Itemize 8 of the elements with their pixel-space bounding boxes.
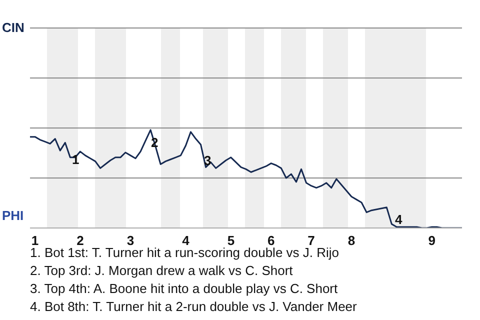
text: CIN xyxy=(2,20,24,35)
text: 2. Top 3rd: J. Morgan drew a walk vs C. Short xyxy=(30,262,294,280)
x-tick-label: 9 xyxy=(428,233,436,248)
annotation: 4 xyxy=(395,212,402,227)
text: PHI xyxy=(2,208,24,223)
text: 3. Top 4th: A. Boone hit into a double play vs C. Short xyxy=(30,280,339,298)
x-tick-label: 8 xyxy=(348,233,356,248)
text: 4. Bot 8th: T. Turner hit a 2-run double vs J. Vander Meer xyxy=(30,298,358,316)
